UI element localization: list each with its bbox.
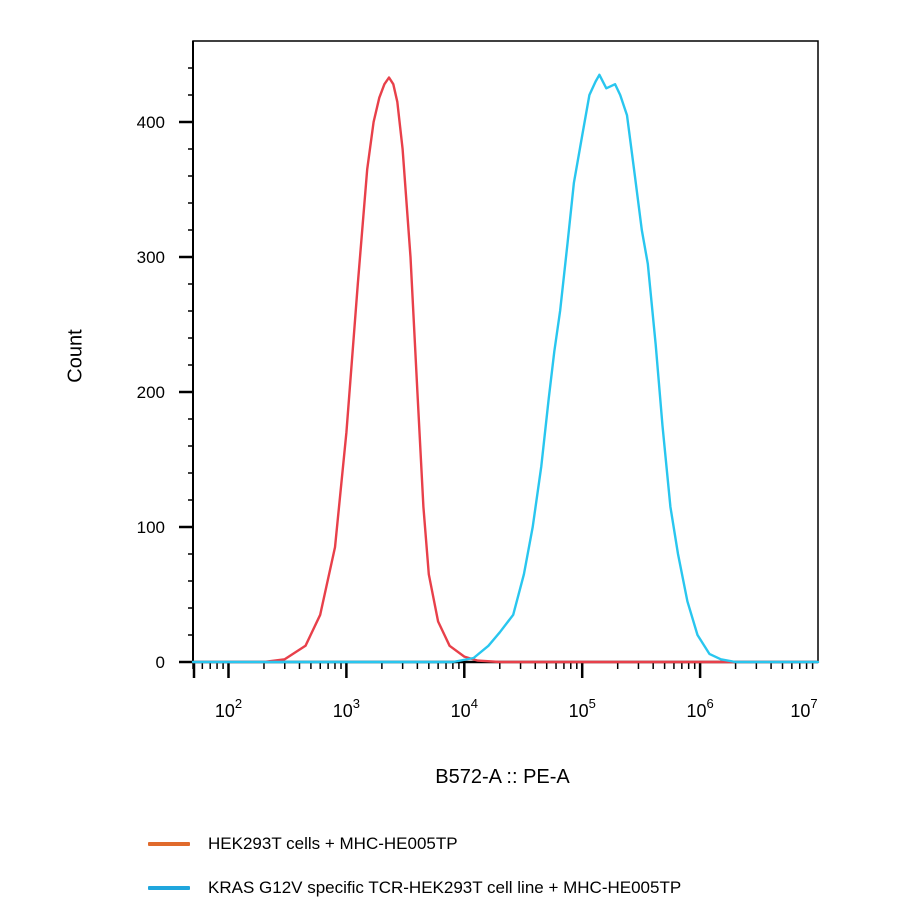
x-tick-label: 102 [215,696,242,721]
x-axis-title: B572-A :: PE-A [435,766,570,788]
y-axis: 0 100 200 300 400 [137,41,194,672]
x-tick-label: 107 [790,696,817,721]
legend-label-hek293t: HEK293T cells + MHC-HE005TP [208,834,458,853]
y-axis-title: Count [64,329,87,383]
legend: HEK293T cells + MHC-HE005TP KRAS G12V sp… [148,822,681,910]
y-tick-label: 0 [156,653,165,672]
legend-swatch-hek293t [148,842,190,846]
x-tick-label: 104 [451,696,478,721]
x-tick-label: 105 [569,696,596,721]
x-axis: 102 103 104 105 106 107 [192,660,818,721]
y-tick-label: 300 [137,248,165,267]
x-tick-label: 103 [333,696,360,721]
legend-item-kras-tcr: KRAS G12V specific TCR-HEK293T cell line… [148,866,681,910]
legend-swatch-kras-tcr [148,886,190,890]
legend-label-kras-tcr: KRAS G12V specific TCR-HEK293T cell line… [208,878,682,897]
plot-frame [192,40,819,663]
legend-item-hek293t: HEK293T cells + MHC-HE005TP [148,822,681,866]
series-line-2 [191,73,820,664]
y-tick-label: 200 [137,383,165,402]
plot-border [192,40,819,663]
x-tick-label: 106 [686,696,713,721]
series-line-1 [191,76,820,664]
series-layer [191,73,820,664]
y-tick-label: 400 [137,113,165,132]
y-tick-label: 100 [137,518,165,537]
